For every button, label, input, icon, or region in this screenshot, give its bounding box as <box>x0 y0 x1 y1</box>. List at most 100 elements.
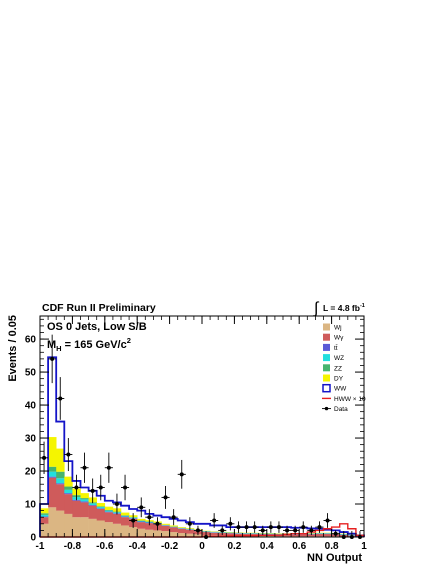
data-marker <box>164 495 168 499</box>
data-marker <box>285 528 289 532</box>
data-marker <box>66 453 70 457</box>
data-marker <box>123 486 127 490</box>
stack-bar <box>48 507 56 537</box>
stack-bar <box>64 477 72 487</box>
stack-bar <box>48 478 56 508</box>
stack-bar <box>40 513 48 515</box>
stack-bar <box>178 529 186 533</box>
stack-bar <box>97 508 105 509</box>
legend-entry: DY <box>323 375 344 383</box>
y-tick-label: 50 <box>25 368 37 379</box>
data-marker <box>83 466 87 470</box>
data-marker <box>172 515 176 519</box>
legend-swatch <box>323 344 330 351</box>
legend-swatch <box>323 354 330 361</box>
stack-bar <box>97 509 105 521</box>
x-tick-label: -0.6 <box>96 541 114 552</box>
stack-bar <box>170 532 178 537</box>
legend-label: tt̄ <box>334 344 338 352</box>
y-tick-label: 10 <box>25 500 37 511</box>
legend-label: DY <box>334 376 344 383</box>
x-tick-label: -1 <box>36 541 45 552</box>
chart-title: CDF Run II Preliminary <box>42 302 156 314</box>
stack-bar <box>72 501 80 517</box>
y-tick-label: 30 <box>25 434 37 445</box>
luminosity-text: L = 4.8 fb-1 <box>323 303 365 313</box>
data-marker <box>220 528 224 532</box>
stack-bar <box>97 506 105 507</box>
y-axis-label: Events / 0.05 <box>7 315 19 382</box>
stack-bar <box>105 510 113 511</box>
stack-bar <box>113 514 121 524</box>
data-marker <box>326 519 330 523</box>
legend-label: Wγ <box>334 335 344 342</box>
stack-bar <box>121 517 129 518</box>
data-marker <box>58 396 62 400</box>
stack-bar <box>81 502 89 517</box>
stack-bar <box>170 525 178 526</box>
stack-bar <box>105 511 113 512</box>
x-tick-label: 0.6 <box>292 541 306 552</box>
stack-bar <box>81 517 89 537</box>
data-marker <box>155 522 159 526</box>
data-marker <box>317 525 321 529</box>
x-tick-label: 1 <box>361 541 367 552</box>
legend-entry: Wγ <box>323 334 344 342</box>
data-marker <box>91 489 95 493</box>
stack-bar <box>153 530 161 537</box>
stack-bar <box>121 515 129 516</box>
legend-label: ZZ <box>334 365 342 372</box>
stack-bar <box>72 517 80 537</box>
stack-bar <box>129 527 137 537</box>
data-marker <box>74 486 78 490</box>
data-marker <box>99 486 103 490</box>
data-marker <box>188 522 192 526</box>
integral-sign: ∫ <box>313 300 320 317</box>
data-marker <box>147 515 151 519</box>
stack-bar <box>97 507 105 508</box>
stack-bar <box>89 503 97 505</box>
stack-bar <box>81 493 89 498</box>
stack-bar <box>105 512 113 513</box>
stack-bar <box>48 467 56 472</box>
data-marker <box>139 505 143 509</box>
stack-bar <box>324 534 332 536</box>
stack-bar <box>105 522 113 537</box>
stack-bar <box>56 478 64 483</box>
stack-bar <box>137 521 145 522</box>
y-tick-label: 0 <box>30 533 36 544</box>
stack-bar <box>81 498 89 499</box>
x-tick-label: 0.2 <box>227 541 241 552</box>
legend-label: WW <box>334 386 347 393</box>
legend-label: Wj <box>334 325 342 332</box>
stack-bar <box>64 493 72 494</box>
legend-label: HWW × 10 <box>334 396 366 403</box>
data-marker <box>269 525 273 529</box>
data-marker <box>293 528 297 532</box>
stack-bar <box>178 527 186 528</box>
stack-bar <box>121 516 129 517</box>
legend-swatch <box>323 375 330 382</box>
stack-bar <box>56 483 64 484</box>
x-tick-label: -0.4 <box>129 541 147 552</box>
stack-bar <box>89 506 97 519</box>
stack-bar <box>56 449 64 472</box>
data-marker <box>115 502 119 506</box>
stack-bar <box>162 531 170 537</box>
data-marker <box>261 528 265 532</box>
stack-bar <box>162 526 170 531</box>
data-marker <box>301 525 305 529</box>
stack-bar <box>56 484 64 510</box>
stack-bar <box>56 511 64 537</box>
legend-marker <box>325 407 328 410</box>
stack-bar <box>64 490 72 493</box>
stack-bar <box>81 501 89 502</box>
data-marker <box>277 525 281 529</box>
stack-bar <box>121 513 129 516</box>
x-tick-label: 0.8 <box>325 541 339 552</box>
stack-bar <box>64 487 72 490</box>
data-marker <box>131 519 135 523</box>
stack-bar <box>113 524 121 537</box>
x-tick-label: 0 <box>199 541 205 552</box>
